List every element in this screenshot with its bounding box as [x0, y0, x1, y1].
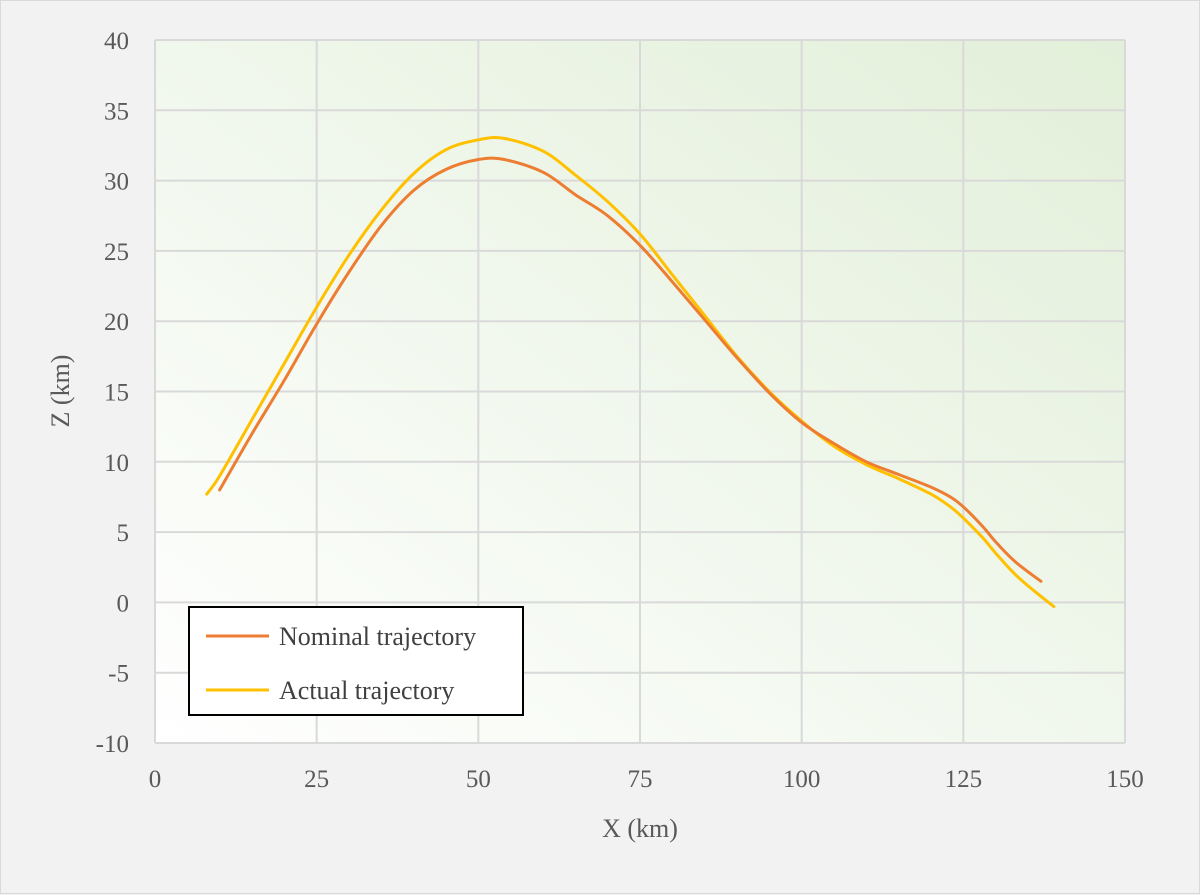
series-line-actual — [205, 136, 1056, 609]
series-layer — [205, 136, 1056, 609]
y-tick-label: 5 — [117, 520, 130, 547]
grid — [154, 39, 1126, 744]
x-tick-label: 100 — [783, 766, 821, 793]
y-tick-label: 0 — [117, 590, 130, 617]
y-tick-label: 30 — [104, 169, 129, 196]
x-tick-label: 75 — [628, 766, 653, 793]
x-tick-label: 0 — [149, 766, 162, 793]
x-tick-label: 150 — [1106, 766, 1144, 793]
legend: Nominal trajectory Actual trajectory — [188, 606, 524, 716]
y-tick-label: -5 — [108, 661, 129, 688]
y-tick-label: 40 — [104, 28, 129, 55]
x-tick-label: 50 — [466, 766, 491, 793]
series-line-nominal — [218, 156, 1043, 583]
y-tick-label: 20 — [104, 309, 129, 336]
y-tick-label: 25 — [104, 239, 129, 266]
y-tick-label: 35 — [104, 98, 129, 125]
legend-label-nominal: Nominal trajectory — [279, 622, 476, 651]
x-tick-label: 125 — [945, 766, 983, 793]
y-tick-label: 10 — [104, 450, 129, 477]
legend-box — [188, 606, 524, 716]
x-axis-title: X (km) — [602, 814, 678, 843]
x-tick-label: 25 — [304, 766, 329, 793]
y-axis-title: Z (km) — [46, 355, 75, 428]
y-tick-label: -10 — [96, 731, 129, 758]
axes: -10 -5 0 5 10 15 20 25 30 35 40 0 25 50 75 100 125 150 — [96, 28, 1144, 793]
y-tick-label: 15 — [104, 380, 129, 407]
legend-label-actual: Actual trajectory — [279, 676, 454, 705]
